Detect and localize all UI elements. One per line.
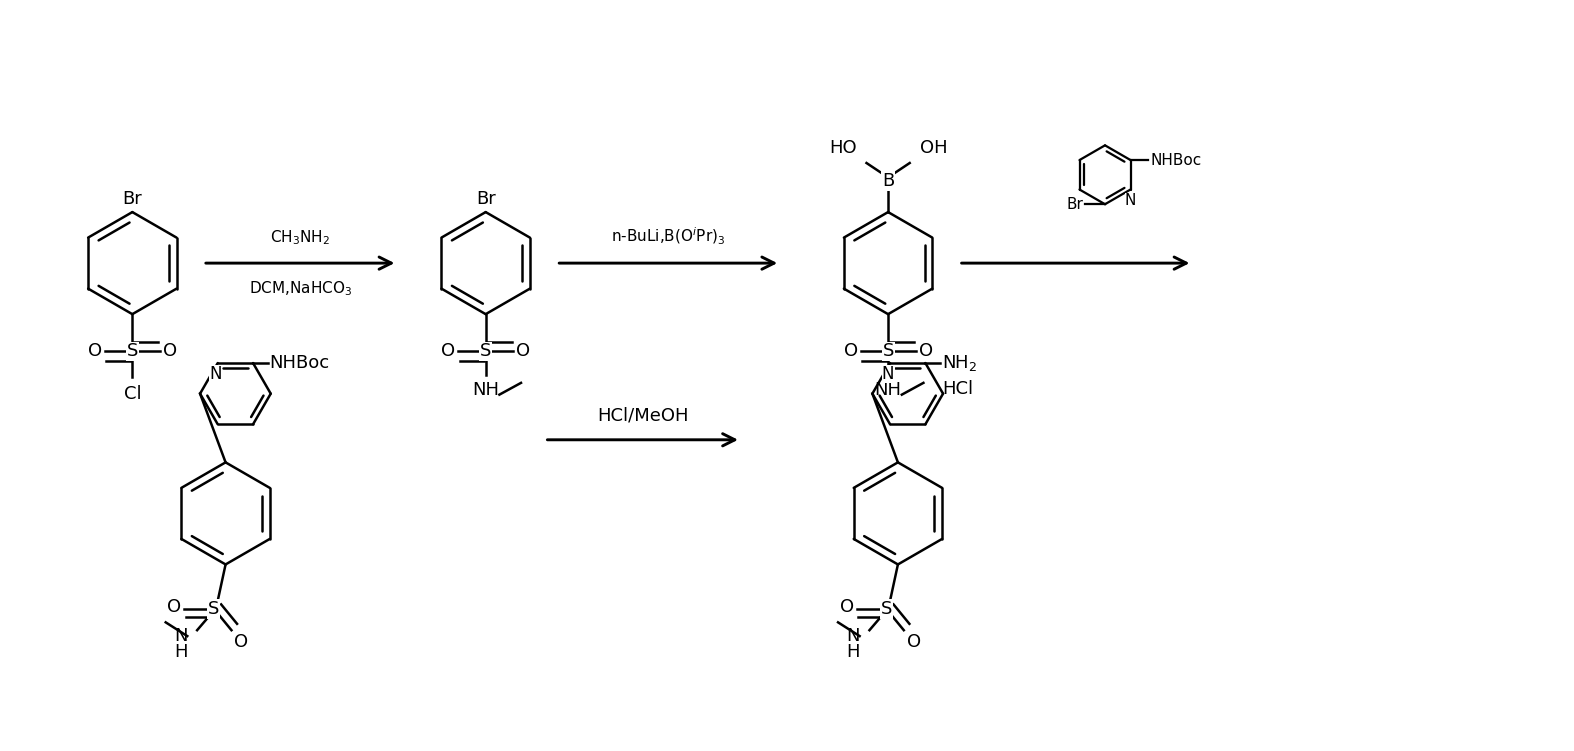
- Text: NHBoc: NHBoc: [1151, 152, 1201, 167]
- Text: HCl: HCl: [943, 379, 973, 397]
- Text: O: O: [167, 598, 181, 616]
- Text: S: S: [880, 599, 892, 617]
- Text: O: O: [907, 633, 921, 651]
- Text: Br: Br: [475, 190, 496, 208]
- Text: S: S: [883, 342, 894, 360]
- Text: NH: NH: [875, 381, 902, 399]
- Text: OH: OH: [919, 139, 948, 157]
- Text: N: N: [173, 627, 187, 645]
- Text: H: H: [173, 643, 187, 661]
- Text: O: O: [235, 633, 249, 651]
- Text: n-BuLi,B(O$^i$Pr)$_3$: n-BuLi,B(O$^i$Pr)$_3$: [611, 226, 726, 247]
- Text: N: N: [847, 627, 859, 645]
- Text: S: S: [126, 342, 139, 360]
- Text: O: O: [844, 342, 858, 360]
- Text: N: N: [881, 365, 894, 383]
- Text: NHBoc: NHBoc: [269, 354, 331, 372]
- Text: H: H: [847, 643, 859, 661]
- Text: CH$_3$NH$_2$: CH$_3$NH$_2$: [271, 229, 331, 247]
- Text: Cl: Cl: [123, 385, 142, 403]
- Text: Br: Br: [1067, 197, 1083, 212]
- Text: HCl/MeOH: HCl/MeOH: [597, 406, 688, 424]
- Text: NH$_2$: NH$_2$: [943, 353, 977, 373]
- Text: HO: HO: [829, 139, 856, 157]
- Text: NH: NH: [472, 381, 499, 399]
- Text: O: O: [88, 342, 102, 360]
- Text: Br: Br: [123, 190, 142, 208]
- Text: O: O: [162, 342, 176, 360]
- Text: O: O: [441, 342, 455, 360]
- Text: B: B: [881, 172, 894, 190]
- Text: N: N: [1125, 194, 1136, 209]
- Text: DCM,NaHCO$_3$: DCM,NaHCO$_3$: [249, 279, 353, 297]
- Text: O: O: [919, 342, 933, 360]
- Text: N: N: [209, 365, 222, 383]
- Text: O: O: [839, 598, 853, 616]
- Text: S: S: [208, 599, 219, 617]
- Text: S: S: [480, 342, 491, 360]
- Text: O: O: [516, 342, 530, 360]
